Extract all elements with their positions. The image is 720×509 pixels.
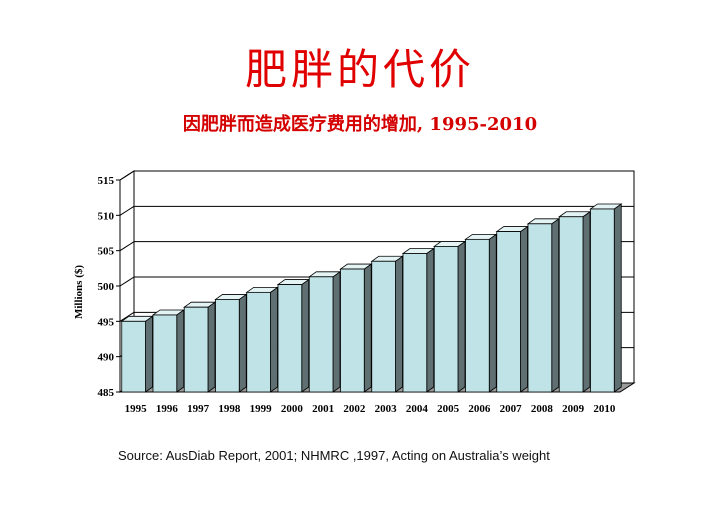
y-tick-label: 485 xyxy=(98,387,115,399)
bar xyxy=(433,240,467,393)
gridline-depth xyxy=(119,276,135,287)
bar-front xyxy=(496,231,521,393)
bar-side xyxy=(363,263,372,393)
bar xyxy=(401,247,435,393)
bar-front xyxy=(246,291,271,393)
slide-title: 肥胖的代价 xyxy=(244,45,475,94)
bar-front xyxy=(152,314,178,393)
bar xyxy=(589,203,623,393)
x-tick-label: 1997 xyxy=(187,403,210,415)
bar xyxy=(120,315,154,393)
gridline-depth xyxy=(119,205,135,216)
bar xyxy=(214,293,248,393)
y-tick-label: 495 xyxy=(98,316,115,328)
x-tick-label: 1999 xyxy=(250,403,273,415)
bar-side xyxy=(145,315,153,393)
bar xyxy=(308,271,342,393)
bar-front xyxy=(277,284,303,393)
bar-side xyxy=(582,210,591,393)
bars xyxy=(120,203,623,393)
bar-side xyxy=(520,225,528,393)
bar-front xyxy=(527,223,553,393)
bar-front xyxy=(590,208,615,393)
bar-front xyxy=(402,253,428,393)
x-tick-label: 2001 xyxy=(312,403,334,415)
bar xyxy=(558,210,592,393)
bar xyxy=(151,309,185,393)
bar xyxy=(370,255,404,393)
x-tick-label: 2010 xyxy=(593,403,616,415)
bar-side xyxy=(238,293,247,393)
bar-front xyxy=(215,299,240,393)
x-tick-label: 2006 xyxy=(468,403,491,415)
gridline-depth xyxy=(119,241,135,252)
bar-side xyxy=(301,278,310,393)
x-tick-label: 2000 xyxy=(281,403,304,415)
chart-subtitle: 因肥胖而造成医疗费用的增加, 1995-2010 xyxy=(182,114,538,135)
bar-front xyxy=(433,246,459,393)
x-tick-label: 2002 xyxy=(343,403,366,415)
tick-labels: 485 490 495 500 505 510 515 1995 1996 1997 1998 199… xyxy=(98,175,616,415)
x-tick-label: 1996 xyxy=(156,403,179,415)
bar-side xyxy=(207,301,216,393)
gridline-depth xyxy=(119,311,135,322)
y-tick-label: 505 xyxy=(98,246,115,258)
bar-front xyxy=(308,276,334,393)
bar-side xyxy=(176,309,185,393)
bar xyxy=(464,233,498,393)
bar-front xyxy=(558,216,584,393)
y-axis-label: Millions ($) xyxy=(73,265,85,319)
bar-side xyxy=(488,233,497,393)
y-tick-label: 500 xyxy=(98,281,115,293)
bar-side xyxy=(613,203,622,393)
x-tick-label: 2004 xyxy=(406,403,429,415)
bar-front xyxy=(465,238,490,393)
bar xyxy=(495,225,529,393)
gridline-depth xyxy=(119,170,135,181)
bar-side xyxy=(551,218,560,393)
bar-side xyxy=(426,247,435,393)
bar xyxy=(526,218,560,393)
bar-front xyxy=(121,320,146,393)
bar-side xyxy=(457,240,466,393)
x-tick-label: 2003 xyxy=(375,403,398,415)
x-tick-label: 2007 xyxy=(500,403,523,415)
bar xyxy=(245,286,279,393)
bar-side xyxy=(270,286,278,393)
bar xyxy=(276,278,310,393)
x-tick-label: 1995 xyxy=(125,403,148,415)
source-note: Source: AusDiab Report, 2001; NHMRC ,199… xyxy=(118,448,550,463)
x-tick-label: 2005 xyxy=(437,403,460,415)
bar-front xyxy=(183,306,209,393)
bar xyxy=(183,301,217,393)
bar xyxy=(339,263,373,393)
y-tick-label: 515 xyxy=(98,175,115,187)
bar-front xyxy=(340,268,365,393)
bar-front xyxy=(371,260,396,393)
bar-side xyxy=(332,271,341,393)
y-tick-label: 510 xyxy=(98,210,115,222)
x-tick-label: 1998 xyxy=(218,403,241,415)
x-tick-label: 2009 xyxy=(562,403,585,415)
bar-side xyxy=(395,255,403,393)
y-tick-label: 490 xyxy=(98,352,115,364)
x-tick-label: 2008 xyxy=(531,403,554,415)
